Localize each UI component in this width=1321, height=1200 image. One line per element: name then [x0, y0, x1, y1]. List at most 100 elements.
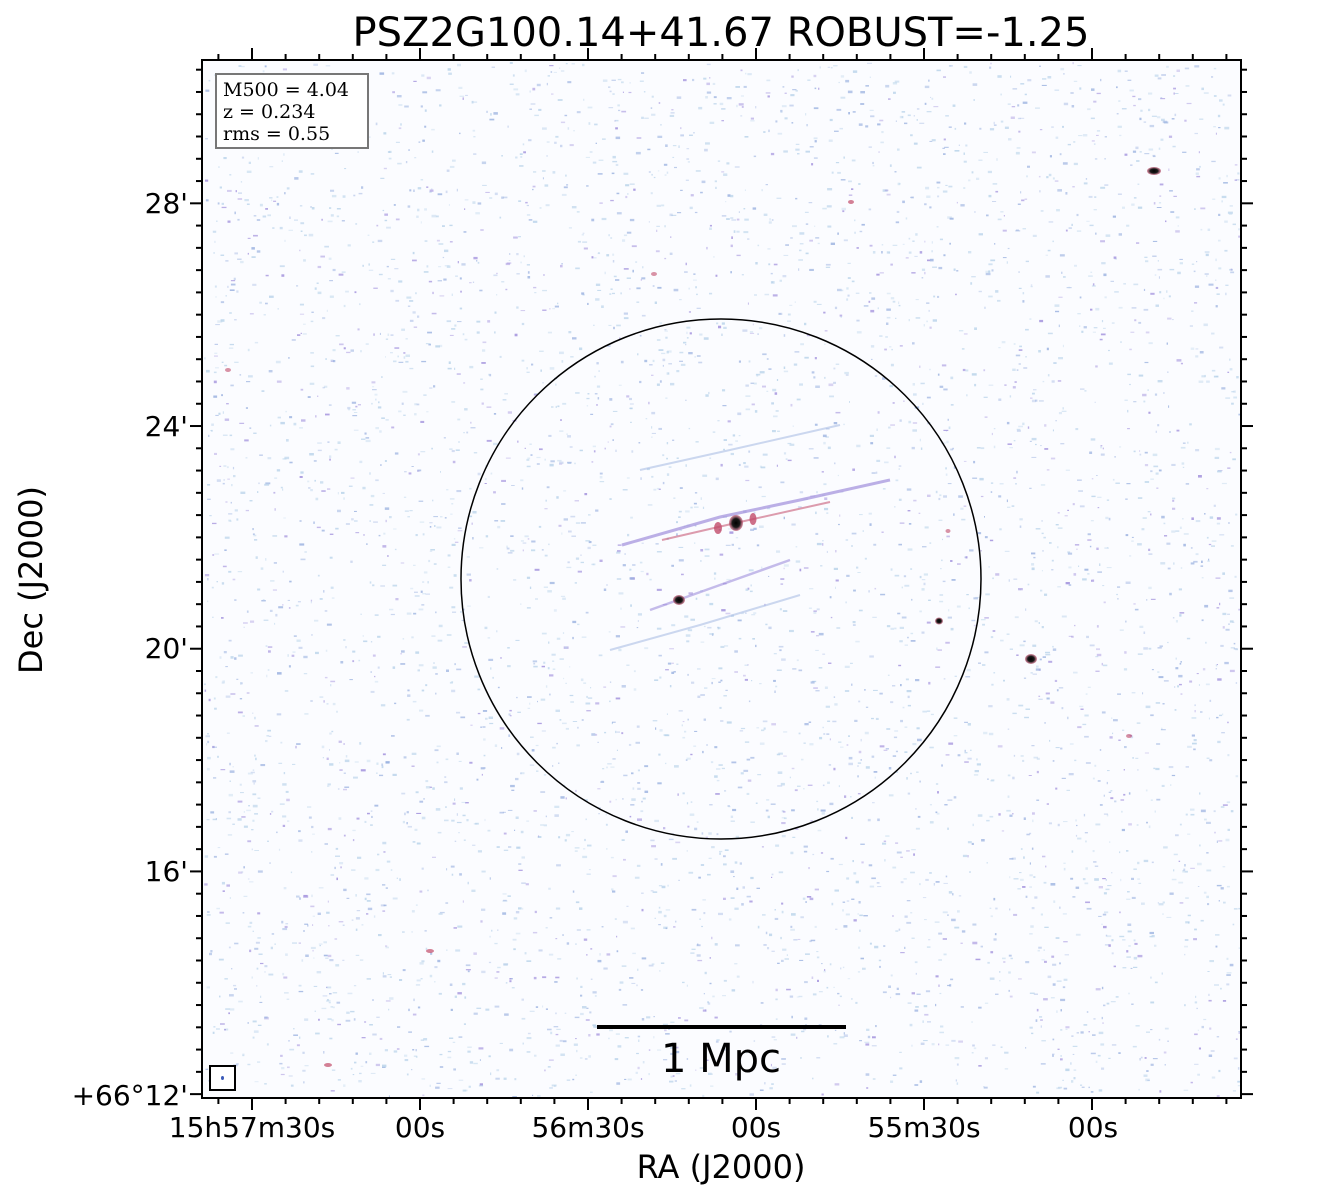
noise-speck [669, 648, 674, 650]
noise-speck [919, 122, 925, 124]
noise-speck [886, 625, 891, 628]
noise-speck [842, 966, 845, 969]
noise-speck [1027, 165, 1030, 168]
noise-speck [718, 681, 721, 683]
noise-speck [814, 357, 817, 360]
noise-speck [629, 815, 632, 818]
noise-speck [371, 402, 373, 405]
noise-speck [542, 976, 547, 979]
noise-speck [337, 441, 341, 444]
noise-speck [780, 578, 785, 580]
noise-speck [1100, 1043, 1105, 1046]
noise-speck [629, 577, 635, 580]
noise-speck [655, 727, 657, 730]
noise-speck [458, 1079, 464, 1081]
noise-speck [205, 1068, 209, 1070]
noise-speck [780, 782, 785, 786]
noise-speck [1067, 716, 1069, 720]
noise-speck [745, 72, 747, 75]
noise-speck [1183, 543, 1186, 547]
noise-speck [507, 552, 513, 554]
noise-speck [864, 1041, 870, 1043]
noise-speck [814, 225, 816, 227]
noise-speck [610, 766, 615, 768]
noise-speck [759, 525, 764, 528]
noise-speck [1044, 722, 1046, 724]
noise-speck [417, 470, 420, 472]
noise-speck [579, 907, 583, 910]
noise-speck [858, 123, 863, 126]
noise-speck [381, 376, 383, 378]
noise-speck [1036, 1091, 1040, 1094]
noise-speck [1049, 155, 1052, 158]
noise-speck [1076, 213, 1079, 217]
noise-speck [1220, 644, 1224, 647]
noise-speck [518, 863, 522, 865]
noise-speck [685, 262, 687, 266]
noise-speck [1195, 995, 1197, 998]
noise-speck [439, 104, 442, 107]
noise-speck [938, 1043, 940, 1046]
noise-speck [1099, 804, 1103, 806]
noise-speck [247, 1063, 251, 1066]
noise-speck [671, 671, 675, 674]
noise-speck [990, 915, 993, 918]
noise-speck [507, 895, 511, 897]
noise-speck [871, 358, 873, 360]
noise-speck [584, 1058, 588, 1060]
noise-speck [438, 913, 443, 915]
noise-speck [418, 664, 424, 667]
noise-speck [526, 576, 531, 579]
noise-speck [1045, 692, 1050, 695]
noise-speck [1044, 448, 1049, 450]
noise-speck [1080, 1031, 1084, 1034]
noise-speck [1160, 97, 1163, 99]
noise-speck [332, 349, 336, 352]
noise-speck [1096, 134, 1099, 136]
noise-speck [1163, 1051, 1167, 1054]
noise-speck [1127, 930, 1132, 933]
noise-speck [709, 804, 713, 806]
noise-speck [463, 231, 467, 233]
noise-speck [720, 463, 723, 467]
noise-speck [1217, 114, 1221, 118]
noise-speck [411, 636, 414, 639]
noise-speck [554, 814, 559, 817]
noise-speck [1093, 861, 1097, 863]
noise-speck [747, 238, 750, 240]
noise-speck [603, 686, 607, 688]
noise-speck [1204, 604, 1209, 608]
noise-speck [1174, 113, 1177, 117]
noise-speck [462, 333, 465, 336]
noise-speck [1237, 1080, 1241, 1083]
noise-speck [1206, 536, 1209, 539]
noise-speck [916, 166, 922, 169]
noise-speck [671, 109, 674, 111]
noise-speck [375, 1063, 380, 1067]
noise-speck [257, 797, 261, 799]
noise-speck [497, 686, 500, 689]
noise-speck [215, 414, 219, 416]
noise-speck [1169, 892, 1174, 895]
noise-speck [764, 293, 770, 296]
noise-speck [1013, 578, 1018, 580]
noise-speck [939, 385, 944, 388]
noise-speck [1007, 506, 1011, 508]
noise-speck [550, 1031, 553, 1035]
noise-speck [587, 697, 593, 699]
noise-speck [277, 416, 281, 419]
noise-speck [241, 871, 244, 873]
noise-speck [1194, 928, 1197, 931]
noise-speck [222, 434, 228, 436]
noise-speck [359, 959, 364, 961]
noise-speck [1131, 692, 1136, 694]
noise-speck [931, 97, 934, 100]
noise-speck [1108, 944, 1111, 947]
noise-speck [1038, 695, 1041, 697]
noise-speck [1117, 193, 1122, 195]
noise-speck [911, 446, 915, 450]
noise-speck [507, 125, 509, 128]
noise-speck [559, 658, 564, 660]
noise-speck [571, 831, 574, 833]
noise-speck [609, 700, 611, 703]
